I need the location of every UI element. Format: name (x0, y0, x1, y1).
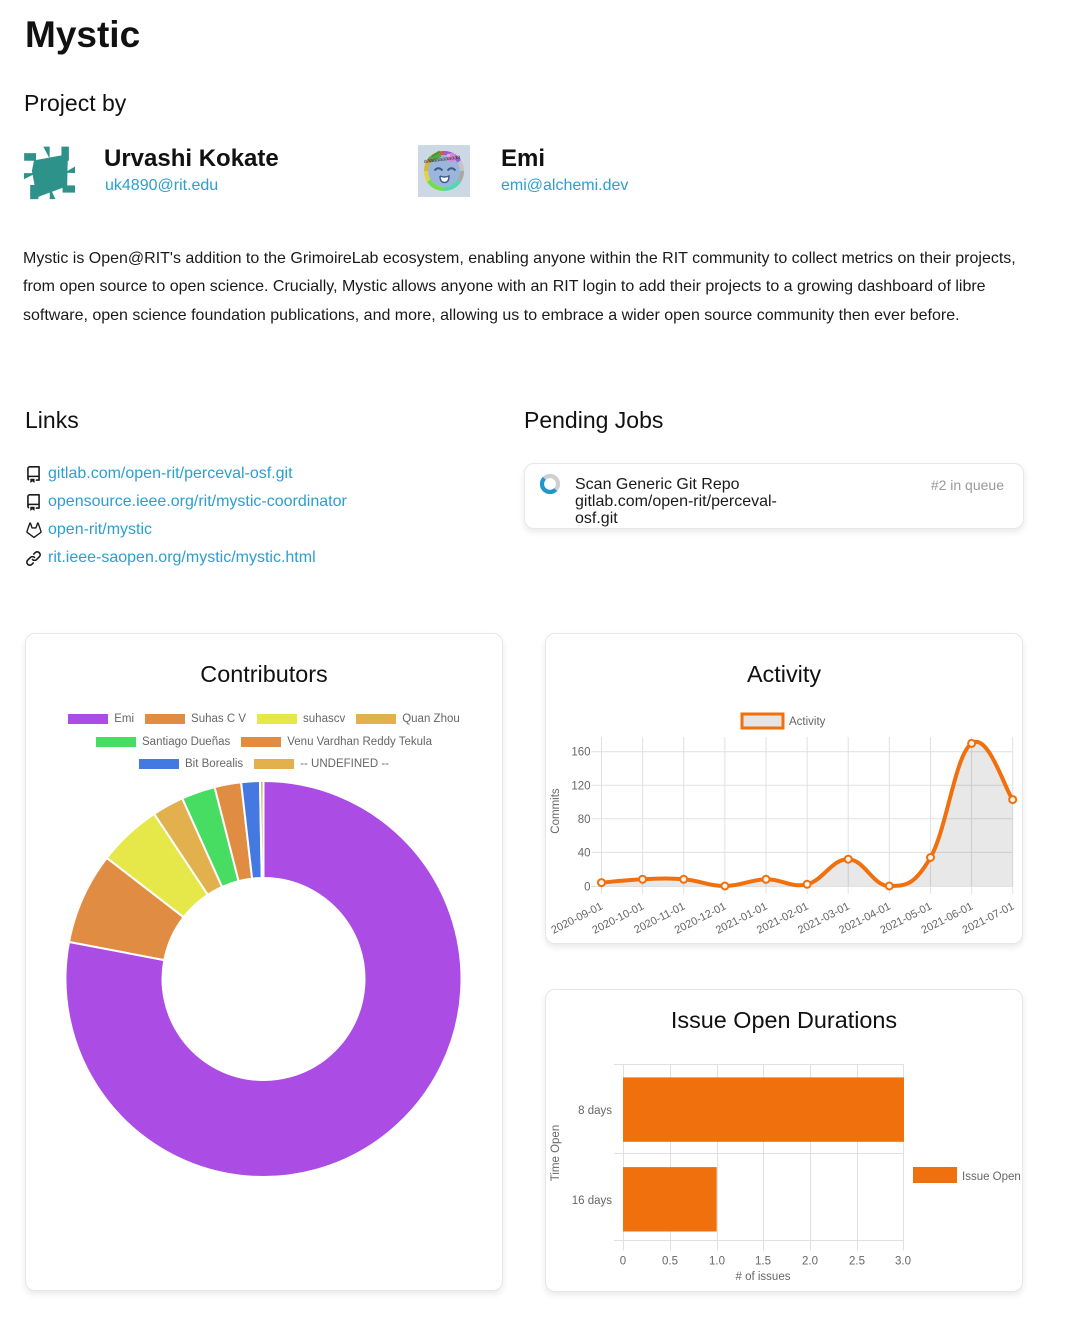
svg-text:16 days: 16 days (572, 1195, 613, 1207)
svg-text:2.5: 2.5 (849, 1256, 865, 1268)
svg-text:Time Open: Time Open (550, 1125, 562, 1181)
svg-text:0: 0 (620, 1256, 626, 1268)
svg-text:160: 160 (571, 747, 590, 759)
svg-text:# of issues: # of issues (736, 1271, 791, 1283)
svg-text:3.0: 3.0 (895, 1256, 911, 1268)
svg-text:40: 40 (578, 847, 591, 859)
svg-text:0: 0 (584, 882, 590, 894)
svg-text:1.5: 1.5 (755, 1256, 771, 1268)
svg-text:1.0: 1.0 (709, 1256, 725, 1268)
svg-text:0.5: 0.5 (662, 1256, 678, 1268)
svg-text:Issue Open: Issue Open (962, 1171, 1021, 1183)
svg-text:80: 80 (578, 814, 591, 826)
svg-text:2.0: 2.0 (802, 1256, 818, 1268)
svg-text:120: 120 (571, 780, 590, 792)
svg-text:Commits: Commits (550, 788, 562, 834)
svg-text:Activity: Activity (789, 716, 826, 728)
svg-text:aaaaaaaaaaaa: aaaaaaaaaaaa (424, 154, 462, 165)
svg-text:8 days: 8 days (578, 1105, 612, 1117)
